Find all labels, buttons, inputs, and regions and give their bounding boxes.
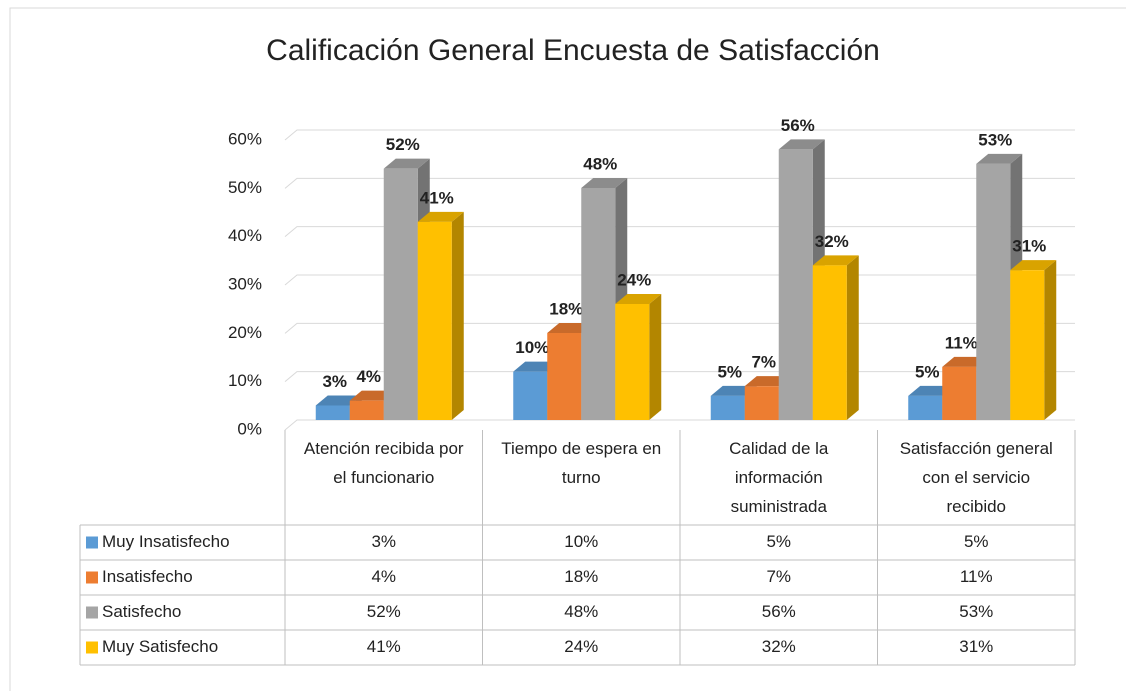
bar-front	[976, 163, 1011, 421]
table-cell: 5%	[766, 532, 791, 551]
bar-front	[1010, 270, 1045, 420]
bar-front	[547, 333, 582, 420]
data-label: 18%	[549, 299, 583, 318]
bar-top	[1010, 260, 1057, 271]
bar	[417, 211, 464, 420]
table-cell: 53%	[959, 602, 993, 621]
bar-side	[1044, 260, 1057, 420]
y-tick-label: 0%	[237, 419, 262, 438]
bar-top	[417, 211, 464, 222]
legend-key	[86, 571, 98, 584]
bar-front	[383, 168, 418, 420]
data-label: 3%	[322, 372, 347, 391]
data-label: 56%	[781, 116, 815, 135]
bar-front	[615, 304, 650, 420]
data-label: 11%	[945, 333, 978, 352]
y-tick-label: 30%	[228, 274, 262, 293]
legend-label: Insatisfecho	[102, 567, 193, 586]
bar-front	[908, 395, 943, 420]
y-tick-label: 50%	[228, 178, 262, 197]
bar-front	[349, 400, 384, 420]
table-cell: 24%	[564, 637, 598, 656]
table-cell: 52%	[367, 602, 401, 621]
data-label: 41%	[420, 188, 454, 207]
legend-label: Muy Satisfecho	[102, 637, 218, 656]
bar-front	[778, 149, 813, 421]
data-label: 48%	[583, 154, 617, 173]
table-cell: 41%	[367, 637, 401, 656]
bar-front	[315, 405, 350, 420]
bar-front	[417, 221, 452, 420]
table-cell: 32%	[762, 637, 796, 656]
data-label: 32%	[815, 232, 849, 251]
table-cell: 4%	[371, 567, 396, 586]
bar-top	[383, 158, 430, 169]
table-cell: 56%	[762, 602, 796, 621]
bar-front	[812, 265, 847, 420]
bar-front	[744, 386, 779, 420]
bar-side	[846, 255, 859, 420]
legend-label: Muy Insatisfecho	[102, 532, 230, 551]
chart-title: Calificación General Encuesta de Satisfa…	[266, 34, 880, 67]
bar-top	[581, 178, 628, 188]
bar-side	[451, 211, 464, 420]
table-cell: 18%	[564, 567, 598, 586]
bar	[615, 294, 662, 420]
bar-top	[778, 139, 825, 150]
bar-front	[581, 188, 616, 420]
grid-line	[284, 129, 1075, 141]
bar-top	[976, 153, 1023, 164]
bar-front	[942, 366, 977, 420]
bar	[812, 255, 859, 420]
data-label: 4%	[356, 367, 381, 386]
y-tick-label: 40%	[228, 226, 262, 245]
x-tick-label: Calidad de la información suministrada	[729, 439, 829, 516]
bar-front	[710, 395, 745, 420]
table-cell: 10%	[564, 532, 598, 551]
bar-side	[649, 294, 662, 420]
bar-top	[615, 294, 662, 304]
data-label: 5%	[717, 362, 742, 381]
bar-front	[513, 371, 548, 420]
legend-key	[86, 606, 98, 619]
table-cell: 48%	[564, 602, 598, 621]
x-tick-label: Tiempo de espera en turno	[501, 439, 662, 487]
bar	[1010, 260, 1057, 420]
data-label: 53%	[978, 130, 1012, 149]
data-label: 52%	[386, 135, 420, 154]
data-label: 31%	[1012, 237, 1046, 256]
data-label: 5%	[915, 362, 940, 381]
table-cell: 31%	[959, 637, 993, 656]
data-label: 10%	[515, 338, 549, 357]
legend-key	[86, 536, 98, 549]
table-cell: 11%	[960, 567, 993, 586]
y-tick-label: 10%	[228, 371, 262, 390]
legend-key	[86, 641, 98, 654]
x-tick-label: Atención recibida por el funcionario	[303, 439, 464, 487]
y-tick-label: 60%	[228, 129, 262, 148]
legend-label: Satisfecho	[102, 602, 181, 621]
table-cell: 3%	[371, 532, 396, 551]
table-cell: 5%	[964, 532, 989, 551]
data-label: 7%	[751, 353, 776, 372]
y-tick-label: 20%	[228, 323, 262, 342]
table-cell: 7%	[766, 567, 791, 586]
bar-top	[812, 255, 859, 266]
data-label: 24%	[617, 270, 651, 289]
x-tick-label: Satisfacción general con el servicio rec…	[899, 439, 1053, 516]
